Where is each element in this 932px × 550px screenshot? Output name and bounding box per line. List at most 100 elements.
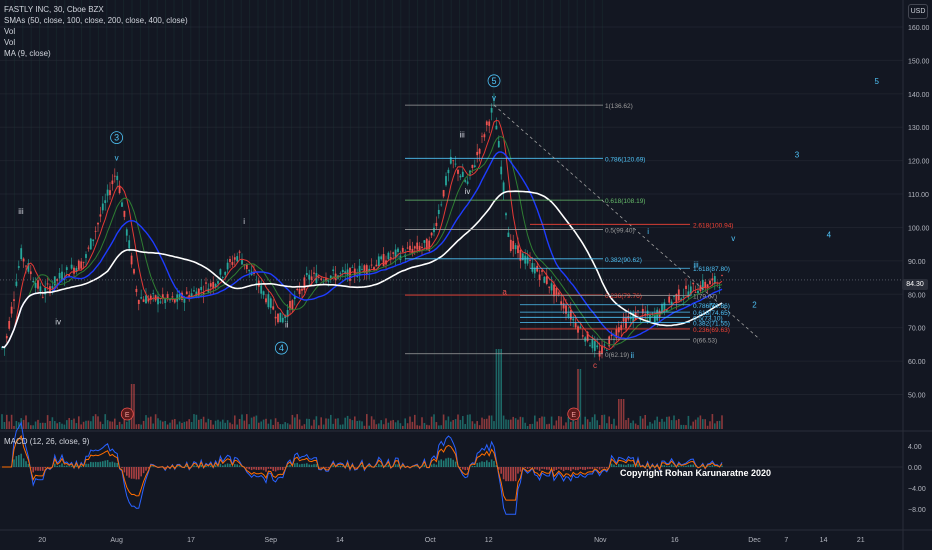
candle-body <box>685 285 687 290</box>
candle-body <box>531 263 534 272</box>
currency-button[interactable]: USD <box>908 4 928 19</box>
candle-body <box>711 278 714 281</box>
volume-bar <box>34 421 37 429</box>
earnings-marker <box>120 407 134 421</box>
candle-body <box>512 240 515 250</box>
volume-bar <box>402 425 404 429</box>
candle-body <box>200 286 203 291</box>
fib-level-label: 0(62.19) <box>605 352 629 359</box>
candle-body <box>461 171 464 178</box>
macd-hist-bar <box>529 467 531 469</box>
candle-body <box>73 267 75 274</box>
volume-bar <box>606 423 608 429</box>
candle-body <box>346 269 349 276</box>
volume-bar <box>61 423 63 429</box>
volume-bar <box>646 425 649 429</box>
volume-bar <box>318 425 320 429</box>
candle-body <box>104 200 107 204</box>
candle-body <box>560 301 563 305</box>
candle-body <box>637 310 639 312</box>
candle-body <box>41 296 44 298</box>
wave-label: i <box>243 217 245 226</box>
macd-hist-bar <box>598 467 601 470</box>
macd-hist-bar <box>138 467 140 480</box>
candle-body <box>277 313 279 323</box>
macd-hist-bar <box>49 467 51 468</box>
candle-body <box>682 296 685 298</box>
macd-hist-bar <box>416 466 418 467</box>
macd-hist-bar <box>666 466 668 467</box>
volume-bar <box>488 415 490 429</box>
candle-body <box>709 280 711 285</box>
macd-hist-bar <box>570 467 572 472</box>
volume-bar <box>116 424 118 429</box>
volume-bar <box>308 418 310 429</box>
volume-bar <box>284 422 286 429</box>
time-axis-label: 21 <box>857 537 865 544</box>
macd-hist-bar <box>90 461 92 467</box>
candle-body <box>476 151 479 156</box>
volume-bar <box>356 420 358 429</box>
volume-bar <box>358 420 361 429</box>
macd-hist-bar <box>670 464 673 467</box>
volume-bar <box>591 417 594 429</box>
volume-bar <box>207 418 210 429</box>
volume-bar <box>114 418 116 429</box>
volume-bar <box>25 415 27 429</box>
macd-hist-bar <box>234 464 236 467</box>
macd-hist-bar <box>435 464 438 467</box>
macd-hist-bar <box>454 461 457 467</box>
volume-bar <box>716 421 718 429</box>
price-axis-label: 80.00 <box>908 292 926 299</box>
macd-hist-bar <box>474 465 476 467</box>
volume-bar <box>385 418 387 429</box>
volume-bar <box>200 418 202 429</box>
macd-hist-bar <box>387 464 390 467</box>
candle-body <box>10 306 13 314</box>
macd-hist-bar <box>298 464 301 467</box>
candle-body <box>375 264 378 267</box>
volume-bar <box>298 419 301 429</box>
volume-bar <box>37 419 39 429</box>
volume-bar <box>205 422 207 429</box>
macd-hist-bar <box>526 467 529 469</box>
volume-bar <box>334 418 337 429</box>
macd-hist-bar <box>606 467 608 469</box>
fib-level-label: 0.236(79.76) <box>605 293 642 300</box>
volume-bar <box>258 422 260 429</box>
volume-bar <box>658 421 661 429</box>
volume-bar <box>212 424 214 429</box>
volume-bar <box>313 419 315 429</box>
macd-pane <box>0 421 903 515</box>
candle-body <box>44 287 47 295</box>
candle-body <box>509 239 512 252</box>
candle-body <box>205 282 207 284</box>
candle-body <box>70 264 73 269</box>
volume-bar <box>310 425 313 429</box>
volume-bar <box>241 414 243 429</box>
macd-hist-bar <box>493 460 495 467</box>
volume-bar <box>471 421 474 429</box>
candle-body <box>293 295 296 300</box>
candle-body <box>190 293 193 297</box>
candle-body <box>697 290 699 294</box>
macd-hist-bar <box>135 467 138 480</box>
candle-body <box>149 295 152 299</box>
candle-body <box>344 271 347 274</box>
volume-bar <box>438 425 440 429</box>
time-axis-label: Aug <box>110 537 123 544</box>
candle-body <box>193 290 195 292</box>
macd-hist-bar <box>236 464 238 467</box>
volume-bar <box>478 425 481 429</box>
volume-bar <box>118 421 121 429</box>
macd-hist-bar <box>294 463 296 467</box>
volume-bar <box>416 425 418 429</box>
candle-body <box>406 247 409 249</box>
macd-hist-bar <box>272 467 274 471</box>
candle-body <box>80 261 83 269</box>
volume-bar <box>546 424 548 429</box>
candle-body <box>665 309 668 312</box>
macd-hist-bar <box>140 467 142 477</box>
candle-body <box>601 345 603 354</box>
